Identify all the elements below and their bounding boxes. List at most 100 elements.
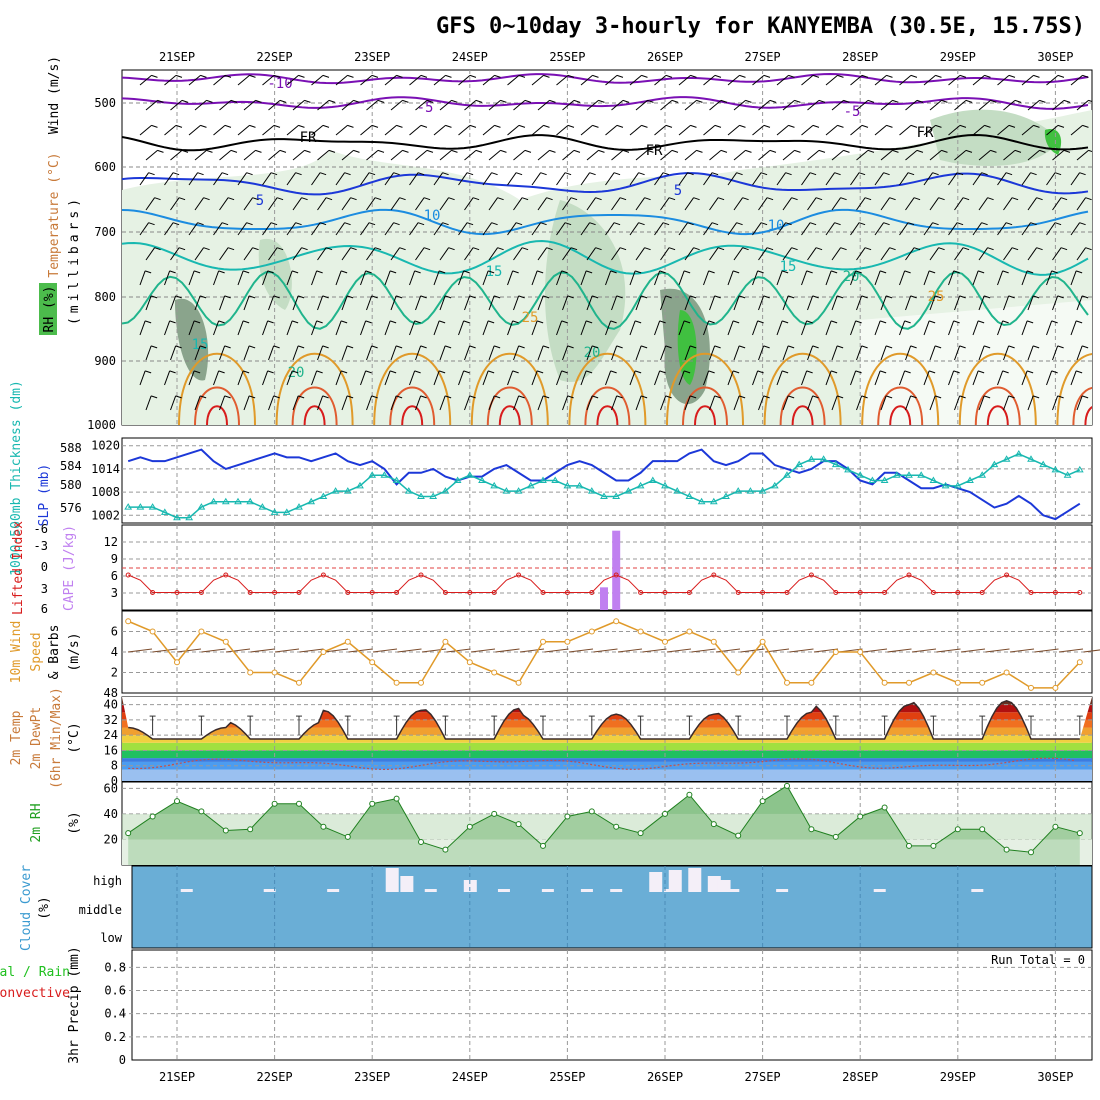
wind-barb	[899, 124, 912, 136]
wind-barb	[390, 247, 401, 261]
wind-barb	[905, 247, 915, 261]
wind-barb	[605, 124, 618, 136]
wind-barb-flag	[983, 395, 991, 399]
precip-tick: 0.4	[104, 1007, 126, 1021]
wind-barb-flag	[619, 247, 627, 251]
wind-barb-flag	[647, 99, 654, 103]
wind-barb-flag	[739, 124, 746, 128]
wind-barb-flag	[347, 124, 354, 128]
wind-barb	[556, 370, 563, 386]
wind-barb-flag	[536, 370, 544, 374]
wind-barb	[825, 320, 832, 336]
rh-marker	[662, 810, 668, 817]
wind-barb	[684, 295, 691, 311]
cloud-block	[385, 868, 399, 892]
wind-barb-flag	[561, 270, 568, 274]
rh-marker	[759, 798, 766, 805]
wind-barb	[801, 270, 808, 286]
wind-barb	[978, 295, 985, 311]
wind-barb	[1021, 74, 1034, 86]
wind-barb	[139, 124, 152, 136]
wind-barb-flag	[934, 395, 942, 399]
wind-barb-flag	[962, 197, 970, 201]
wind-barb	[807, 295, 814, 311]
wind-barb	[286, 222, 297, 236]
wind-barb-flag	[736, 172, 743, 176]
wind10m-marker	[296, 679, 302, 686]
wind-barb-flag	[199, 295, 207, 299]
wind-barb-flag	[885, 395, 893, 399]
thickness-marker	[844, 465, 852, 473]
wind-barb-flag	[1039, 149, 1046, 153]
wind-barb	[825, 124, 838, 136]
wind-barb-flag	[834, 172, 841, 176]
wind-barb-flag	[983, 345, 991, 349]
thickness-marker	[258, 503, 267, 510]
wind-barb	[635, 345, 642, 361]
wind-barb	[409, 74, 422, 86]
wind-barb-flag	[279, 149, 287, 153]
wind-barb	[317, 149, 330, 161]
wind-barb	[482, 172, 493, 186]
wind-barb-flag	[1081, 345, 1089, 349]
wind-barb	[605, 74, 618, 86]
thickness-marker	[917, 471, 926, 478]
li-tick: -3	[34, 539, 48, 553]
wind-barb	[335, 370, 342, 386]
wind-barb	[684, 149, 697, 161]
upper-ylabel-mb: (millibars)	[67, 195, 82, 325]
wind-barb-flag	[346, 345, 354, 349]
isotherm-label: 20	[288, 365, 305, 381]
wind-barb-flag	[297, 295, 305, 299]
wind-barb-flag	[965, 149, 973, 153]
bottom-date-label: 22SEP	[257, 1070, 293, 1084]
wind-barb	[954, 295, 961, 311]
wind10m-marker	[954, 679, 961, 686]
li-marker	[930, 590, 936, 595]
wind-barb-flag	[956, 222, 964, 226]
wind-barb	[929, 247, 940, 261]
rh-marker	[344, 833, 351, 840]
li-marker	[125, 572, 131, 578]
wind-barb-flag	[809, 222, 817, 226]
wind-barb	[1003, 247, 1013, 261]
wind-barb-flag	[1002, 320, 1009, 324]
wind-barb-flag	[491, 222, 498, 226]
wind-barb-flag	[371, 345, 378, 349]
rh-marker	[515, 821, 522, 828]
wind-barb-flag	[956, 172, 964, 176]
wind10m-marker	[198, 628, 205, 635]
wind-barb-flag	[913, 247, 921, 251]
li-marker	[857, 590, 863, 595]
isotherm-20	[122, 270, 1089, 330]
wind-barb	[782, 149, 795, 161]
wind-barb	[1021, 124, 1034, 136]
wind-barb	[880, 295, 887, 311]
wind-barb-flag	[738, 295, 746, 299]
wind-barb-flag	[515, 222, 523, 226]
wind-barb-flag	[144, 370, 152, 374]
rh-marker	[735, 832, 742, 839]
wind-barb	[899, 172, 909, 186]
isotherm-label: 5	[256, 193, 264, 209]
wind10m-barb	[789, 648, 814, 653]
wind-barb	[415, 345, 422, 361]
wind-barb-flag	[1075, 370, 1083, 374]
wind-barb	[513, 395, 520, 411]
wind-barb	[219, 149, 232, 161]
wind-barb-flag	[717, 197, 725, 201]
isotherm-label: 5	[674, 183, 682, 199]
wind-barb-flag	[304, 99, 311, 103]
wind-barb-flag	[497, 197, 504, 201]
cloud-ylabel: Cloud Cover	[19, 865, 34, 951]
thickness-marker	[478, 476, 486, 483]
wind-barb	[752, 320, 759, 336]
wind-barb-flag	[806, 370, 813, 374]
wind-barb-flag	[157, 99, 164, 103]
wind-barb	[268, 345, 275, 361]
cloud-panel: high middle low Cloud Cover (%)	[19, 865, 1093, 951]
wind-barb-flag	[818, 99, 826, 103]
wind-barb-flag	[1033, 124, 1040, 128]
wind10m-barb	[348, 648, 373, 653]
